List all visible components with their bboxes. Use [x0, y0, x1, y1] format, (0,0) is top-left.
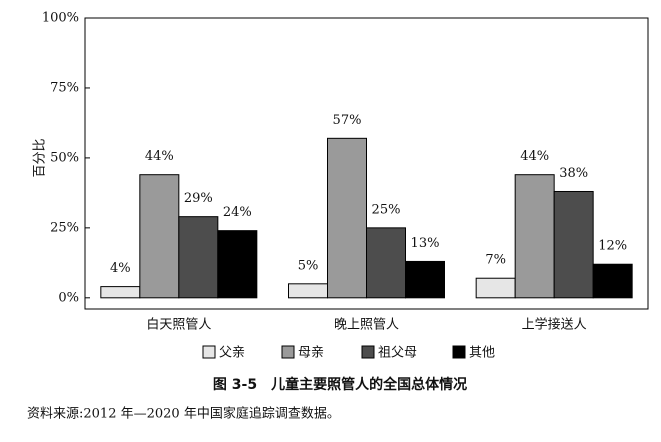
plot-frame [84, 17, 649, 310]
y-tick-label: 75% [50, 80, 79, 95]
bar [514, 174, 555, 299]
legend-label: 母亲 [298, 346, 324, 361]
y-tick-label: 100% [42, 11, 79, 26]
bar [592, 263, 633, 299]
legend-swatch [361, 345, 375, 359]
x-tick-label: 白天照管人 [146, 317, 211, 333]
chart-title: 图 3-5 儿童主要照管人的全国总体情况 [213, 376, 467, 393]
value-label: 13% [411, 236, 440, 251]
value-label: 25% [372, 202, 401, 217]
legend-swatch [281, 345, 295, 359]
y-tick-label: 0% [58, 290, 79, 305]
y-axis-label: 百分比 [33, 138, 48, 177]
y-tick-label: 50% [50, 150, 79, 165]
value-label: 4% [110, 261, 131, 276]
bar [178, 216, 219, 299]
value-label: 57% [333, 113, 362, 128]
value-label: 44% [145, 149, 174, 164]
value-label: 29% [184, 191, 213, 206]
bar [100, 286, 141, 299]
bar [327, 137, 367, 299]
bar [405, 260, 445, 299]
x-tick-label: 上学接送人 [522, 317, 587, 333]
legend-swatch [202, 345, 216, 359]
bar [288, 283, 328, 299]
legend-label: 祖父母 [378, 346, 417, 361]
legend-label: 其他 [469, 346, 495, 361]
value-label: 24% [223, 205, 252, 220]
bar [139, 174, 180, 299]
value-label: 5% [298, 258, 319, 273]
legend-swatch [452, 345, 466, 359]
value-label: 44% [520, 149, 549, 164]
value-label: 38% [559, 166, 588, 181]
source-note: 资料来源:2012 年—2020 年中国家庭追踪调查数据。 [27, 406, 340, 422]
bar [366, 227, 406, 299]
bar [475, 277, 516, 299]
bar [553, 190, 594, 299]
bar [217, 230, 258, 299]
legend-label: 父亲 [219, 346, 245, 361]
x-tick-label: 晚上照管人 [334, 318, 399, 333]
value-label: 7% [485, 253, 506, 268]
y-tick-label: 25% [50, 220, 79, 235]
value-label: 12% [598, 239, 627, 254]
